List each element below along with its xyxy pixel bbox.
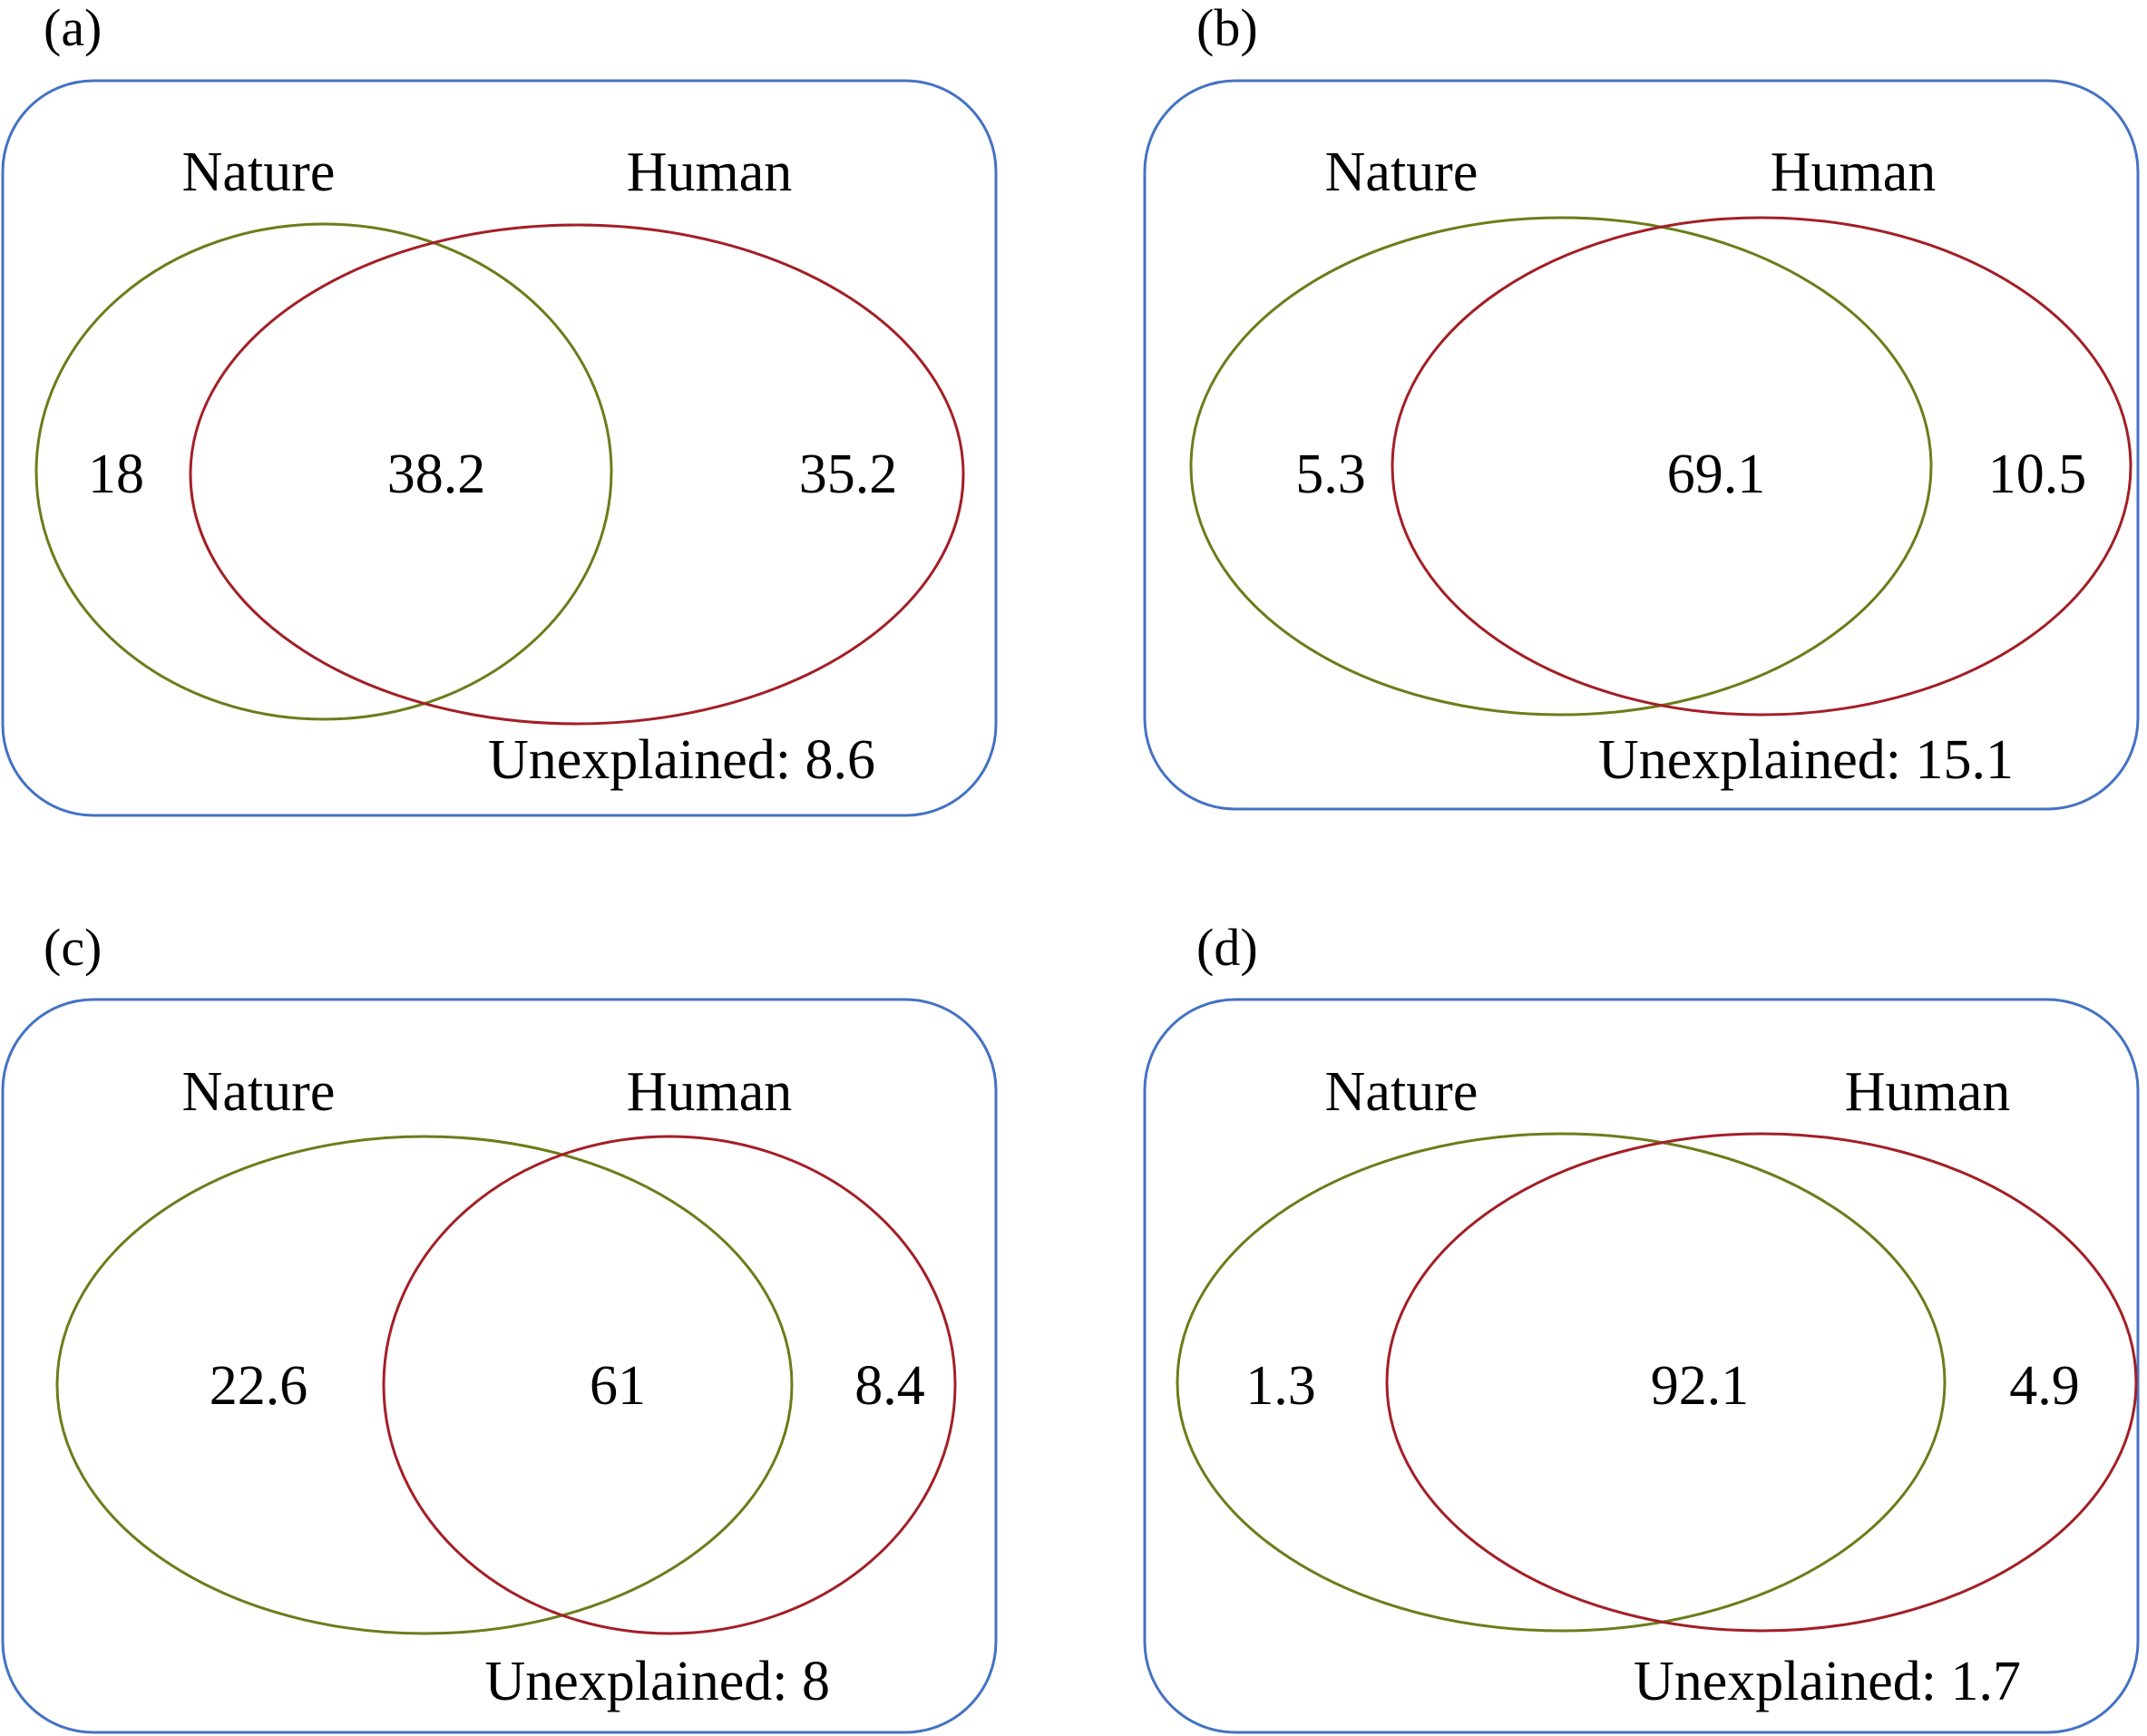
- human-ellipse: [1391, 216, 2132, 717]
- panel-b: (b) Nature Human 5.3 69.1 10.5 Unexplain…: [1143, 0, 2140, 811]
- human-label: Human: [627, 141, 793, 203]
- human-ellipse: [1385, 1132, 2138, 1633]
- panel-label: (c): [44, 918, 102, 977]
- unexplained-value: Unexplained: 8.6: [488, 729, 875, 791]
- human-only-value: 10.5: [1988, 444, 2087, 505]
- unexplained-value: Unexplained: 8: [484, 1651, 830, 1712]
- unexplained-value: Unexplained: 15.1: [1598, 729, 2014, 791]
- overlap-value: 61: [590, 1355, 646, 1417]
- nature-label: Nature: [182, 1061, 336, 1123]
- panel-frame: [1143, 79, 2140, 811]
- nature-only-value: 5.3: [1295, 444, 1366, 505]
- overlap-value: 38.2: [387, 444, 486, 505]
- nature-ellipse: [55, 1135, 794, 1635]
- nature-only-value: 1.3: [1245, 1355, 1316, 1417]
- nature-label: Nature: [1325, 141, 1479, 203]
- panel-label: (d): [1196, 918, 1258, 977]
- panel-label: (b): [1196, 0, 1258, 57]
- human-label: Human: [1771, 141, 1937, 203]
- nature-label: Nature: [182, 141, 336, 203]
- nature-ellipse: [34, 222, 613, 721]
- human-only-value: 4.9: [2009, 1355, 2080, 1417]
- panel-d: (d) Nature Human 1.3 92.1 4.9 Unexplaine…: [1143, 918, 2140, 1734]
- overlap-value: 69.1: [1667, 444, 1766, 505]
- panel-label: (a): [44, 0, 102, 57]
- nature-ellipse: [1189, 216, 1933, 717]
- nature-only-value: 18: [88, 444, 144, 505]
- human-label: Human: [627, 1061, 793, 1123]
- human-label: Human: [1845, 1061, 2011, 1123]
- panel-a: (a) Nature Human 18 38.2 35.2 Unexplaine…: [1, 0, 998, 817]
- human-ellipse: [382, 1135, 957, 1635]
- panel-frame: [1, 79, 998, 817]
- nature-only-value: 22.6: [210, 1355, 308, 1417]
- overlap-value: 92.1: [1651, 1355, 1750, 1417]
- human-only-value: 8.4: [854, 1355, 925, 1417]
- panel-frame: [1, 998, 998, 1734]
- nature-label: Nature: [1325, 1061, 1479, 1123]
- panel-c: (c) Nature Human 22.6 61 8.4 Unexplained…: [1, 918, 998, 1734]
- panel-frame: [1143, 998, 2140, 1734]
- human-ellipse: [189, 223, 965, 726]
- nature-ellipse: [1176, 1132, 1947, 1633]
- human-only-value: 35.2: [799, 444, 898, 505]
- unexplained-value: Unexplained: 1.7: [1634, 1651, 2021, 1712]
